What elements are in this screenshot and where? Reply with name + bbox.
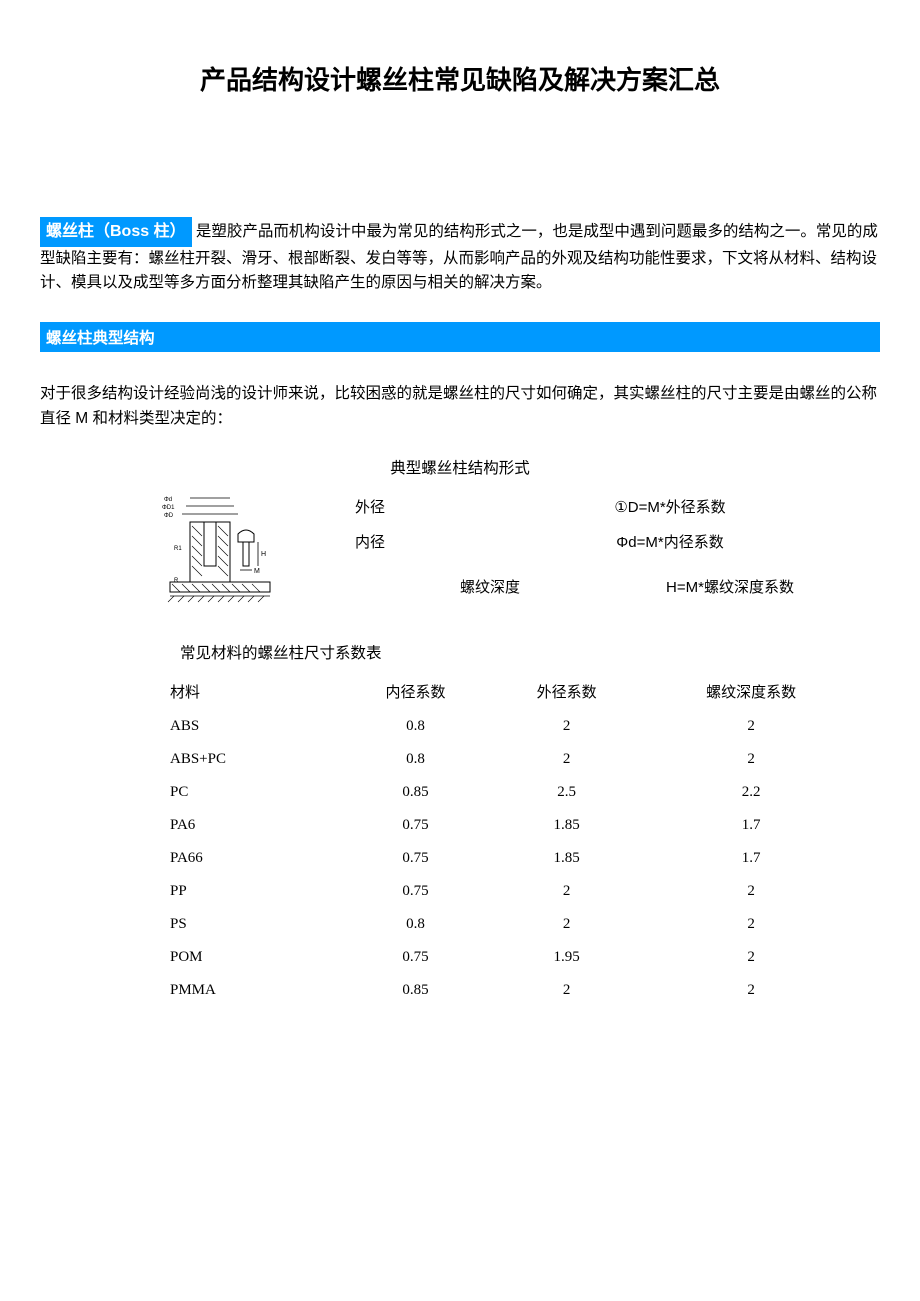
cell-outer: 2 <box>491 743 642 776</box>
formula-row: 内径 Φd=M*内径系数 <box>280 531 880 552</box>
svg-text:Φd: Φd <box>164 497 172 503</box>
table-row: PMMA0.8522 <box>140 974 860 1007</box>
svg-text:M: M <box>254 568 260 575</box>
cell-depth: 2 <box>642 710 860 743</box>
formula-value: Φd=M*内径系数 <box>460 531 880 552</box>
cell-outer: 2 <box>491 908 642 941</box>
cell-material: PP <box>140 875 340 908</box>
cell-material: ABS <box>140 710 340 743</box>
svg-text:ΦD1: ΦD1 <box>162 505 175 511</box>
cell-material: PA6 <box>140 809 340 842</box>
cell-depth: 1.7 <box>642 842 860 875</box>
intro-paragraph: 螺丝柱（Boss 柱） 是塑胶产品而机构设计中最为常见的结构形式之一，也是成型中… <box>40 217 880 296</box>
cell-inner: 0.8 <box>340 743 491 776</box>
table-row: PS0.822 <box>140 908 860 941</box>
formula-label: 螺纹深度 <box>280 576 580 597</box>
cell-material: PS <box>140 908 340 941</box>
cell-material: PMMA <box>140 974 340 1007</box>
material-coef-table: 材料 内径系数 外径系数 螺纹深度系数 ABS0.822ABS+PC0.822P… <box>140 673 860 1007</box>
figure-row: Φd ΦD1 ΦD <box>40 496 880 611</box>
cell-depth: 1.7 <box>642 809 860 842</box>
cell-material: ABS+PC <box>140 743 340 776</box>
cell-depth: 2 <box>642 908 860 941</box>
table-title: 常见材料的螺丝柱尺寸系数表 <box>180 641 880 663</box>
cell-outer: 2 <box>491 974 642 1007</box>
cell-outer: 1.85 <box>491 842 642 875</box>
cell-inner: 0.85 <box>340 776 491 809</box>
table-row: PA60.751.851.7 <box>140 809 860 842</box>
table-header-row: 材料 内径系数 外径系数 螺纹深度系数 <box>140 673 860 710</box>
cell-material: PC <box>140 776 340 809</box>
formula-label: 内径 <box>280 531 460 552</box>
table-row: ABS+PC0.822 <box>140 743 860 776</box>
boss-diagram-icon: Φd ΦD1 ΦD <box>160 496 280 606</box>
boss-tag: 螺丝柱（Boss 柱） <box>40 217 192 247</box>
table-row: ABS0.822 <box>140 710 860 743</box>
section-para: 对于很多结构设计经验尚浅的设计师来说，比较困惑的就是螺丝柱的尺寸如何确定，其实螺… <box>40 382 880 432</box>
svg-text:R1: R1 <box>174 546 182 552</box>
table-row: POM0.751.952 <box>140 941 860 974</box>
cell-depth: 2 <box>642 875 860 908</box>
formula-value: H=M*螺纹深度系数 <box>580 576 880 597</box>
cell-depth: 2 <box>642 941 860 974</box>
cell-depth: 2 <box>642 974 860 1007</box>
cell-depth: 2.2 <box>642 776 860 809</box>
formula-row: 螺纹深度 H=M*螺纹深度系数 <box>280 576 880 597</box>
table-row: PA660.751.851.7 <box>140 842 860 875</box>
table-row: PP0.7522 <box>140 875 860 908</box>
formula-row: 外径 ①D=M*外径系数 <box>280 496 880 517</box>
col-depth: 螺纹深度系数 <box>642 673 860 710</box>
col-material: 材料 <box>140 673 340 710</box>
svg-text:ΦD: ΦD <box>164 513 174 519</box>
cell-outer: 1.95 <box>491 941 642 974</box>
cell-material: PA66 <box>140 842 340 875</box>
cell-material: POM <box>140 941 340 974</box>
cell-inner: 0.75 <box>340 842 491 875</box>
cell-outer: 2 <box>491 710 642 743</box>
svg-text:H: H <box>261 551 266 558</box>
figure-formulas: 外径 ①D=M*外径系数 内径 Φd=M*内径系数 螺纹深度 H=M*螺纹深度系… <box>280 496 880 611</box>
cell-outer: 2.5 <box>491 776 642 809</box>
page-title: 产品结构设计螺丝柱常见缺陷及解决方案汇总 <box>40 60 880 97</box>
cell-inner: 0.75 <box>340 809 491 842</box>
formula-value: ①D=M*外径系数 <box>460 496 880 517</box>
cell-inner: 0.85 <box>340 974 491 1007</box>
cell-inner: 0.8 <box>340 908 491 941</box>
section-heading: 螺丝柱典型结构 <box>40 322 880 352</box>
cell-outer: 2 <box>491 875 642 908</box>
figure-diagram-wrap: Φd ΦD1 ΦD <box>40 496 280 611</box>
col-outer: 外径系数 <box>491 673 642 710</box>
col-inner: 内径系数 <box>340 673 491 710</box>
table-row: PC0.852.52.2 <box>140 776 860 809</box>
formula-label: 外径 <box>280 496 460 517</box>
cell-inner: 0.75 <box>340 941 491 974</box>
cell-inner: 0.75 <box>340 875 491 908</box>
cell-inner: 0.8 <box>340 710 491 743</box>
cell-outer: 1.85 <box>491 809 642 842</box>
cell-depth: 2 <box>642 743 860 776</box>
figure-title: 典型螺丝柱结构形式 <box>40 456 880 478</box>
svg-text:R: R <box>174 578 179 584</box>
